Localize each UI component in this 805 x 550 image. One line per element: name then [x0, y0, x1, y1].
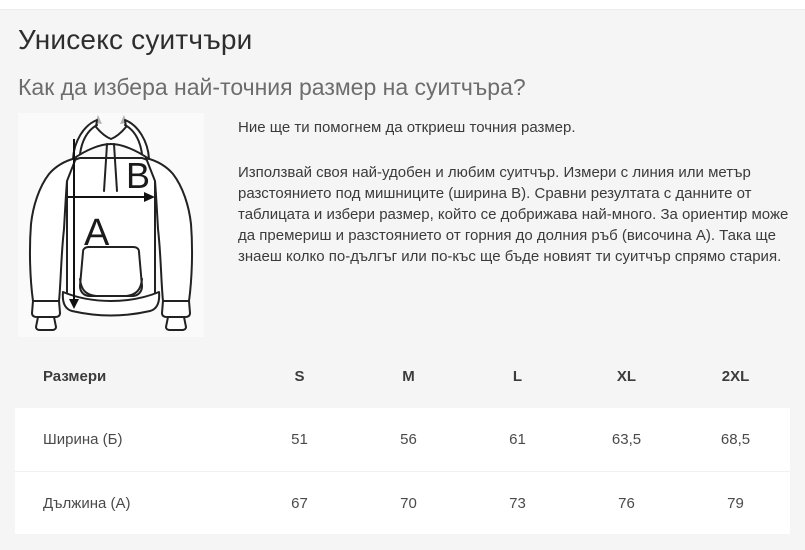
- hoodie-measurement-illustration: A B: [18, 113, 204, 337]
- measure-label-a: A: [84, 212, 110, 254]
- hoodie-drawing-icon: A B: [28, 115, 194, 331]
- body-text: Използвай своя най-удобен и любим суитчъ…: [238, 164, 789, 265]
- column-header-xl: XL: [616, 368, 637, 385]
- measurement-arrows: [68, 139, 155, 309]
- page-title: Унисекс суитчъри: [18, 24, 253, 55]
- column-header-m: M: [402, 368, 415, 385]
- row-label: Ширина (Б): [43, 431, 123, 448]
- size-table: Размери S M L XL 2XL Ширина (Б) 51 56 61…: [15, 345, 790, 534]
- instructions-block: Ние ще ти помогнем да откриеш точния раз…: [238, 117, 795, 267]
- top-divider: [0, 0, 805, 10]
- cell-length-2xl: 79: [727, 494, 744, 512]
- intro-text: Ние ще ти помогнем да откриеш точния раз…: [238, 119, 576, 136]
- cell-width-l: 61: [509, 431, 526, 448]
- cell-width-m: 56: [400, 431, 417, 448]
- row-label: Дължина (А): [43, 494, 131, 512]
- table-header-row: Размери S M L XL 2XL: [15, 345, 790, 408]
- cell-length-l: 73: [509, 494, 526, 512]
- table-row-length: Дължина (А) 67 70 73 76 79: [15, 471, 790, 534]
- column-header-s: S: [294, 368, 305, 385]
- cell-length-m: 70: [400, 494, 417, 512]
- cell-width-s: 51: [291, 431, 308, 448]
- cell-length-s: 67: [291, 494, 308, 512]
- column-header-l: L: [512, 368, 523, 385]
- measure-label-b: B: [126, 155, 150, 196]
- cell-length-xl: 76: [618, 494, 635, 512]
- cell-width-2xl: 68,5: [720, 431, 751, 448]
- page-subtitle: Как да избера най-точния размер на суитч…: [18, 74, 526, 100]
- column-header-2xl: 2XL: [721, 368, 750, 385]
- table-row-width: Ширина (Б) 51 56 61 63,5 68,5: [15, 408, 790, 471]
- cell-width-xl: 63,5: [611, 431, 642, 448]
- column-header-sizes: Размери: [43, 368, 107, 385]
